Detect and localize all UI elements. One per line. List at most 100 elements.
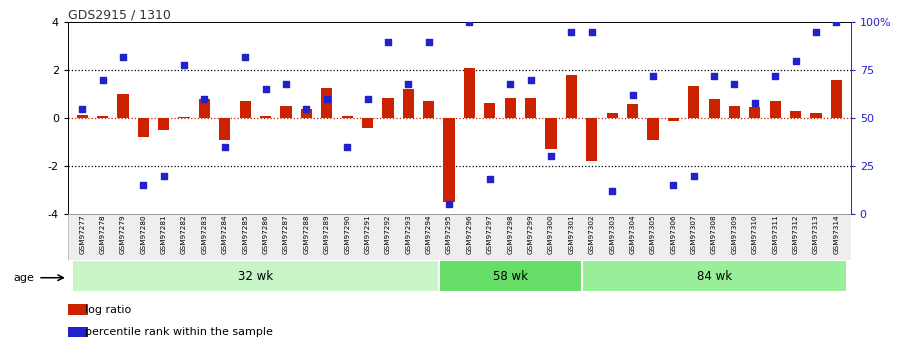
Bar [769, 101, 781, 118]
Point [95, 77, 110, 82]
Bar [709, 99, 719, 118]
Point [809, 29, 824, 35]
Text: GSM97300: GSM97300 [548, 215, 554, 255]
Bar [118, 94, 129, 118]
Bar [484, 102, 495, 118]
Bar [464, 68, 475, 118]
Text: GSM97297: GSM97297 [487, 215, 493, 255]
Point [238, 54, 252, 60]
Bar [97, 116, 108, 118]
Text: GSM97281: GSM97281 [161, 215, 167, 255]
Text: GSM97306: GSM97306 [671, 215, 676, 255]
Text: GSM97296: GSM97296 [466, 215, 472, 255]
Point [748, 100, 762, 106]
Point [442, 201, 456, 207]
Point [523, 77, 538, 82]
Text: GSM97305: GSM97305 [650, 215, 656, 255]
Point [319, 96, 334, 102]
Point [176, 62, 191, 67]
Bar [688, 86, 700, 118]
Text: GSM97309: GSM97309 [731, 215, 738, 255]
Bar [362, 118, 373, 128]
Point [300, 106, 314, 111]
Point [422, 39, 436, 44]
Bar [199, 99, 210, 118]
Text: 84 wk: 84 wk [697, 269, 731, 283]
Point [340, 144, 355, 150]
Text: GSM97282: GSM97282 [181, 215, 187, 255]
Bar [749, 107, 760, 118]
Bar [321, 88, 332, 118]
Point [157, 173, 171, 178]
Point [728, 81, 742, 87]
Bar [790, 111, 801, 118]
Text: percentile rank within the sample: percentile rank within the sample [85, 327, 273, 337]
Point [259, 87, 273, 92]
Point [116, 54, 130, 60]
Bar [158, 118, 169, 130]
Point [625, 92, 640, 98]
Text: GSM97299: GSM97299 [528, 215, 534, 255]
Point [829, 20, 843, 25]
Text: GSM97287: GSM97287 [283, 215, 289, 255]
Text: GSM97298: GSM97298 [508, 215, 513, 255]
Bar [831, 80, 842, 118]
Point [788, 58, 803, 63]
Point [645, 73, 660, 79]
Bar [439, 260, 582, 292]
Text: GSM97294: GSM97294 [425, 215, 432, 255]
Bar [647, 118, 659, 140]
Text: GSM97310: GSM97310 [752, 215, 757, 255]
Point [462, 20, 477, 25]
Point [197, 96, 212, 102]
Point [564, 29, 578, 35]
Point [401, 81, 415, 87]
Bar [300, 109, 312, 118]
Point [544, 154, 558, 159]
Bar [668, 118, 679, 120]
Text: GSM97286: GSM97286 [262, 215, 269, 255]
Bar [586, 118, 597, 161]
Bar [382, 98, 394, 118]
Text: GSM97308: GSM97308 [711, 215, 717, 255]
Bar [281, 106, 291, 118]
Text: GSM97284: GSM97284 [222, 215, 228, 255]
Point [605, 188, 619, 194]
Text: 32 wk: 32 wk [238, 269, 273, 283]
Text: GSM97291: GSM97291 [365, 215, 370, 255]
Text: GSM97279: GSM97279 [120, 215, 126, 255]
Point [381, 39, 395, 44]
Bar [138, 118, 149, 137]
Bar [729, 106, 740, 118]
Point [136, 183, 150, 188]
Point [666, 183, 681, 188]
Point [687, 173, 701, 178]
Point [585, 29, 599, 35]
Text: GSM97288: GSM97288 [303, 215, 310, 255]
Point [768, 73, 783, 79]
Bar [627, 104, 638, 118]
Text: GSM97301: GSM97301 [568, 215, 575, 255]
Bar [341, 116, 353, 118]
Bar [219, 118, 231, 140]
Text: GSM97289: GSM97289 [324, 215, 329, 255]
Bar [505, 98, 516, 118]
Point [279, 81, 293, 87]
Point [707, 73, 721, 79]
Point [217, 144, 232, 150]
Text: GSM97280: GSM97280 [140, 215, 147, 255]
Text: GSM97293: GSM97293 [405, 215, 411, 255]
Bar [68, 327, 88, 337]
Text: GSM97295: GSM97295 [446, 215, 452, 255]
Point [360, 96, 375, 102]
Bar [240, 101, 251, 118]
Bar [260, 116, 271, 118]
Text: GSM97313: GSM97313 [813, 215, 819, 255]
Text: 58 wk: 58 wk [492, 269, 528, 283]
Bar [546, 118, 557, 149]
Text: GSM97311: GSM97311 [772, 215, 778, 255]
Text: GSM97292: GSM97292 [385, 215, 391, 255]
Point [75, 106, 90, 111]
Bar [72, 260, 439, 292]
Text: GSM97283: GSM97283 [202, 215, 207, 255]
